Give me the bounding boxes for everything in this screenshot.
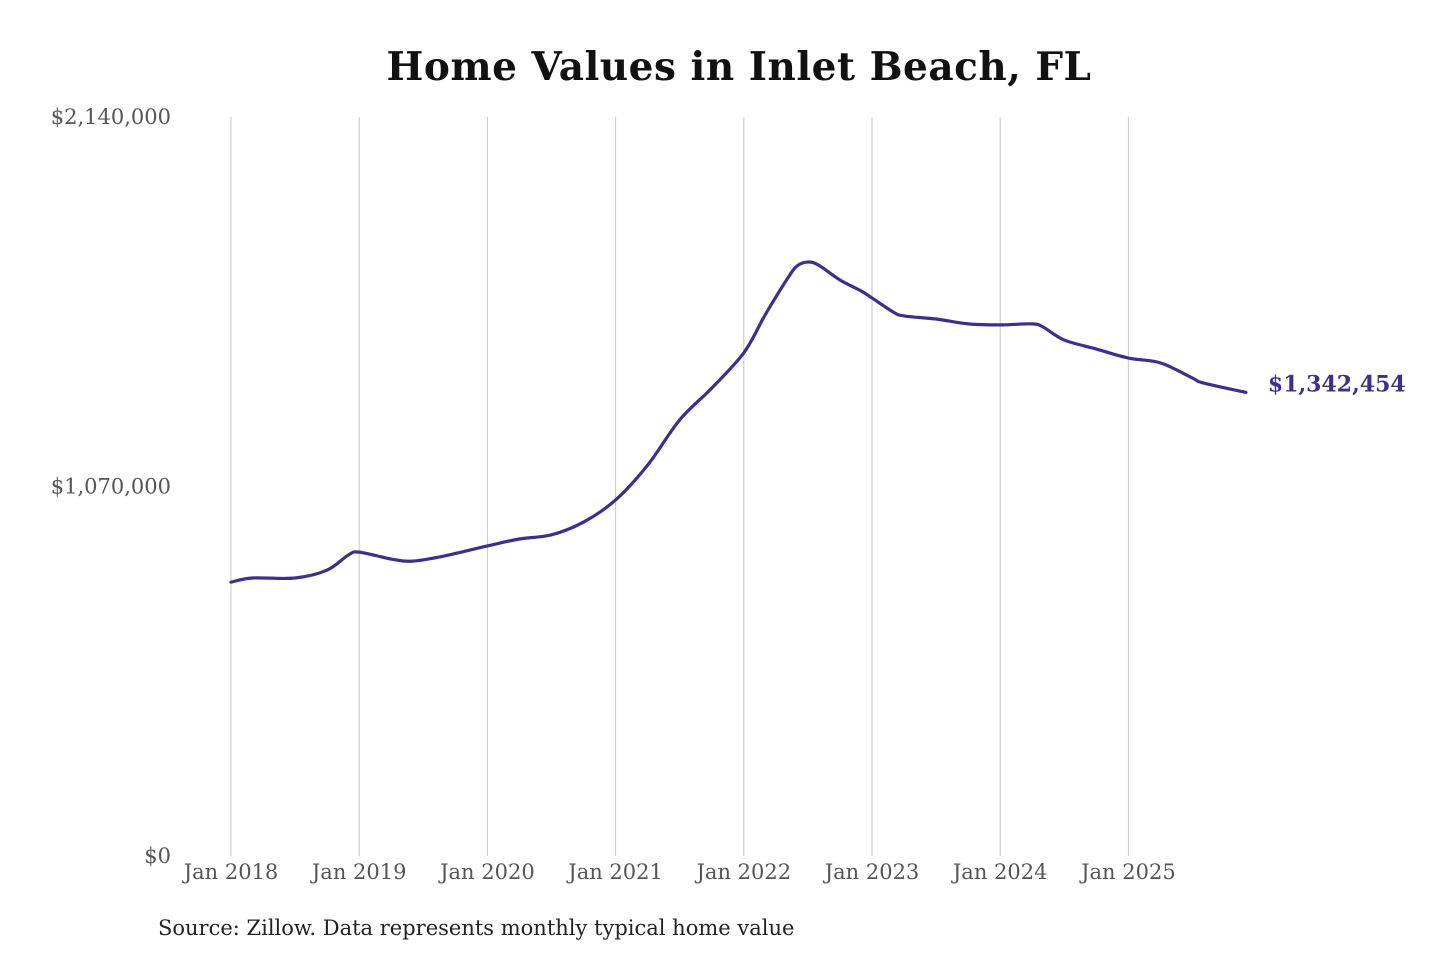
x-tick-label: Jan 2018 xyxy=(182,860,279,884)
end-value-label: $1,342,454 xyxy=(1268,371,1406,397)
chart-source-note: Source: Zillow. Data represents monthly … xyxy=(158,916,795,940)
x-tick-label: Jan 2019 xyxy=(310,860,407,884)
y-tick-label: $1,070,000 xyxy=(51,475,171,499)
chart-title: Home Values in Inlet Beach, FL xyxy=(386,44,1092,90)
x-tick-label: Jan 2025 xyxy=(1079,860,1176,884)
x-tick-label: Jan 2024 xyxy=(951,860,1048,884)
series-line xyxy=(229,260,1248,584)
y-tick-label: $2,140,000 xyxy=(51,105,171,129)
x-tick-label: Jan 2021 xyxy=(566,860,663,884)
y-tick-label: $0 xyxy=(144,844,171,868)
x-tick-label: Jan 2023 xyxy=(823,860,920,884)
x-tick-label: Jan 2022 xyxy=(695,860,792,884)
x-tick-label: Jan 2020 xyxy=(438,860,535,884)
